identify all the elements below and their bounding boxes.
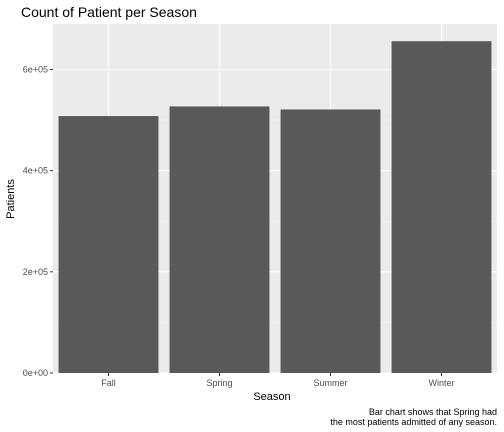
x-tick-label: Summer bbox=[313, 378, 347, 388]
y-tick-label: 6e+05 bbox=[23, 65, 48, 75]
bar-winter bbox=[391, 41, 492, 373]
bars bbox=[58, 41, 492, 374]
bar-summer bbox=[280, 109, 381, 374]
x-tick-label: Fall bbox=[101, 378, 116, 388]
caption-line-1: Bar chart shows that Spring had bbox=[369, 407, 497, 417]
x-axis-ticks: Fall Spring Summer Winter bbox=[101, 373, 455, 388]
y-tick-label: 4e+05 bbox=[23, 166, 48, 176]
y-axis-title: Patients bbox=[5, 179, 17, 219]
y-tick-label: 0e+00 bbox=[23, 368, 48, 378]
x-tick-label: Spring bbox=[206, 378, 232, 388]
chart-title: Count of Patient per Season bbox=[21, 4, 197, 20]
x-tick-label: Winter bbox=[428, 378, 454, 388]
bar-spring bbox=[169, 106, 270, 373]
y-tick-label: 2e+05 bbox=[23, 267, 48, 277]
y-axis-ticks: 0e+00 2e+05 4e+05 6e+05 bbox=[23, 65, 53, 378]
bar-fall bbox=[58, 116, 159, 374]
caption-line-2: the most patients admitted of any season… bbox=[330, 417, 497, 427]
x-axis-title: Season bbox=[253, 391, 290, 403]
